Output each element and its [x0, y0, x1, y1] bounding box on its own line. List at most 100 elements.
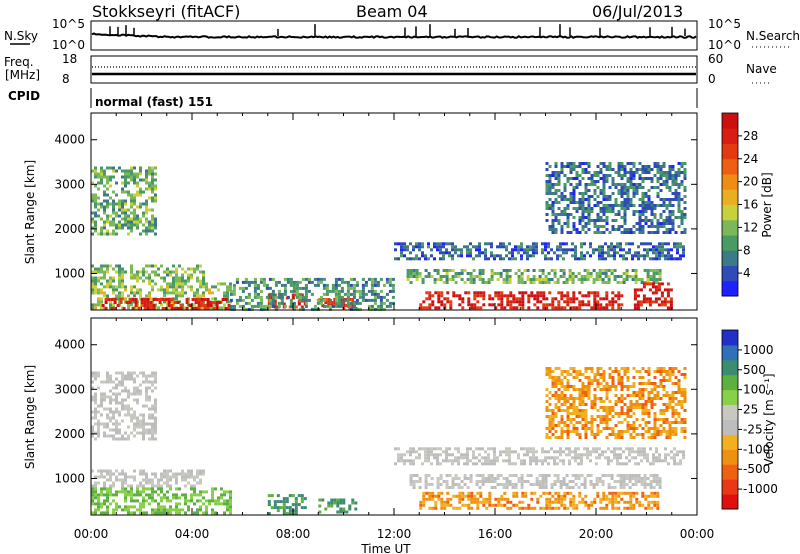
data-cell [286, 295, 290, 299]
data-cell [193, 478, 196, 482]
data-cell [578, 303, 582, 307]
data-cell [553, 251, 556, 255]
data-cell [154, 273, 157, 277]
data-cell [568, 269, 572, 272]
data-cell [635, 192, 639, 195]
data-cell [121, 490, 124, 494]
data-cell [596, 225, 600, 228]
data-cell [148, 386, 151, 390]
data-cell [545, 491, 549, 495]
data-cell [157, 267, 160, 271]
data-cell [427, 245, 430, 249]
data-cell [550, 483, 554, 486]
data-cell [499, 453, 502, 457]
data-cell [106, 175, 109, 179]
data-cell [373, 307, 377, 311]
data-cell [136, 416, 139, 420]
data-cell [683, 201, 687, 204]
data-cell [94, 220, 97, 224]
data-cell [644, 412, 648, 415]
data-cell [656, 391, 660, 394]
data-cell [604, 456, 607, 460]
data-cell [130, 267, 133, 271]
data-cell [457, 477, 461, 480]
data-cell [541, 248, 544, 252]
data-cell [584, 503, 588, 507]
data-cell [671, 427, 675, 430]
data-cell [409, 242, 412, 246]
data-cell [526, 453, 529, 457]
data-cell [412, 459, 415, 463]
data-cell [451, 257, 454, 261]
data-cell [635, 491, 639, 495]
data-cell [94, 377, 97, 381]
data-cell [656, 195, 660, 198]
data-cell [428, 297, 432, 301]
data-cell [94, 279, 97, 283]
data-cell [655, 245, 658, 249]
data-cell [106, 270, 109, 274]
data-cell [253, 277, 257, 281]
data-cell [178, 276, 181, 280]
data-cell [130, 407, 133, 411]
data-cell [422, 497, 426, 501]
data-cell [620, 165, 624, 168]
data-cell [508, 275, 512, 278]
data-cell [313, 307, 317, 311]
data-cell [605, 415, 609, 418]
data-cell [288, 494, 292, 498]
data-cell [544, 480, 548, 483]
data-cell [623, 430, 627, 433]
data-cell [152, 304, 156, 307]
data-cell [428, 291, 432, 295]
data-cell [515, 306, 519, 310]
data-cell [662, 385, 666, 388]
data-cell [470, 500, 474, 504]
data-cell [650, 213, 654, 216]
data-cell [500, 303, 504, 307]
data-cell [430, 462, 433, 466]
data-cell [518, 297, 522, 301]
data-cell [652, 480, 656, 483]
data-cell [620, 397, 624, 400]
data-cell [142, 499, 145, 503]
data-cell [677, 225, 681, 228]
data-cell [469, 480, 473, 483]
data-cell [595, 248, 598, 252]
data-cell [482, 497, 486, 501]
data-cell [294, 500, 298, 504]
data-cell [580, 245, 583, 249]
data-cell [121, 481, 124, 485]
data-cell [112, 279, 115, 283]
data-cell [490, 251, 493, 255]
data-cell [139, 288, 142, 292]
data-cell [520, 477, 524, 480]
data-cell [605, 303, 609, 307]
data-cell [680, 210, 684, 213]
data-cell [139, 508, 142, 512]
data-cell [565, 453, 568, 457]
data-cell [145, 187, 148, 191]
data-cell [91, 199, 94, 203]
data-cell [472, 450, 475, 454]
data-cell [638, 198, 642, 201]
data-cell [644, 506, 648, 510]
data-cell [647, 367, 651, 370]
data-cell [133, 175, 136, 179]
data-cell [523, 248, 526, 252]
data-cell [605, 165, 609, 168]
data-cell [641, 165, 645, 168]
data-cell [220, 502, 223, 506]
data-cell [535, 245, 538, 249]
noise-panel: N.Sky 10^5 10^0 10^5 10^0 N.Search [4, 17, 800, 52]
data-cell [517, 278, 521, 281]
data-cell [527, 506, 531, 510]
data-cell [604, 272, 608, 275]
data-cell [154, 437, 157, 441]
data-cell [145, 431, 148, 435]
data-cell [521, 303, 525, 307]
data-cell [339, 510, 343, 514]
noise-right-tick-low: 10^0 [708, 38, 741, 52]
data-cell [683, 177, 687, 180]
data-cell [565, 242, 568, 246]
